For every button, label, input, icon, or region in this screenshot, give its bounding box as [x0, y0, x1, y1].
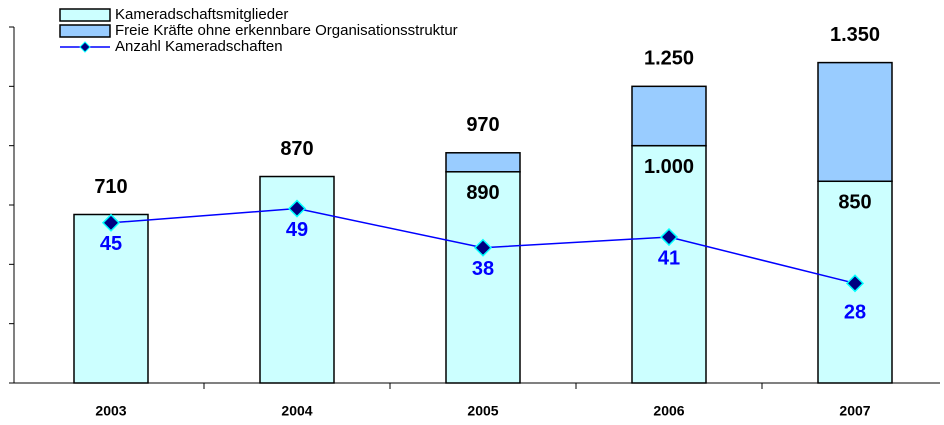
bar-segment — [445, 171, 521, 384]
line-marker — [473, 238, 493, 257]
line-marker — [287, 199, 307, 218]
legend-label: Freie Kräfte ohne erkennbare Organisatio… — [115, 22, 458, 39]
bar-segment — [631, 85, 707, 147]
bar-segment — [631, 144, 707, 384]
x-tick-label: 2005 — [467, 403, 498, 419]
x-tick-label: 2006 — [653, 403, 684, 419]
value-label: 850 — [838, 192, 871, 214]
value-label: 890 — [466, 182, 499, 204]
line-marker — [101, 213, 121, 232]
bar-segment — [817, 61, 893, 183]
total-label: 970 — [466, 114, 499, 136]
value-label: 1.000 — [644, 156, 694, 178]
total-label: 1.350 — [830, 24, 880, 46]
legend-label: Anzahl Kameradschaften — [115, 38, 283, 55]
line-value-label: 28 — [844, 302, 866, 324]
legend-label: Kameradschaftsmitglieder — [115, 6, 288, 23]
x-tick-label: 2004 — [281, 403, 312, 419]
total-label: 1.250 — [644, 48, 694, 70]
total-label: 870 — [280, 138, 313, 160]
line-value-label: 41 — [658, 247, 680, 269]
line-marker — [659, 227, 679, 247]
legend-swatch — [59, 8, 111, 22]
total-label: 710 — [94, 176, 127, 198]
bar-segment — [445, 152, 521, 173]
bar-segment — [817, 180, 893, 384]
legend-swatch — [59, 24, 111, 38]
bar-segment — [73, 213, 149, 384]
line-value-label: 38 — [472, 258, 494, 280]
line-value-label: 45 — [100, 233, 122, 255]
legend-marker — [79, 41, 91, 53]
line-marker — [845, 274, 865, 293]
line-value-label: 49 — [286, 219, 308, 241]
x-tick-label: 2003 — [95, 403, 126, 419]
x-tick-label: 2007 — [839, 403, 870, 419]
